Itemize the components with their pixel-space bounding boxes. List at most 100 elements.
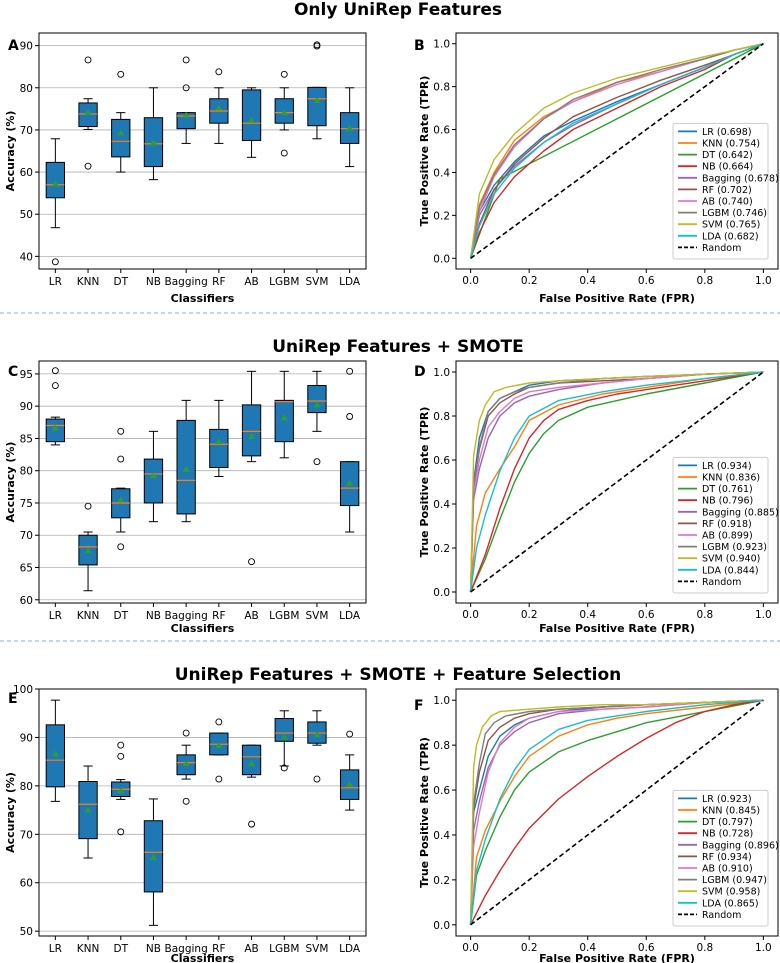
- outlier-lda: [346, 413, 354, 420]
- legend-box: [672, 122, 769, 260]
- panel-f: F 0.0 0.2 0.4 0.6 0.8 1.0 0.0 0.2 0.4 0.6 0.8 1.0 LR …: [414, 688, 779, 963]
- x-axis-label: False Positive Rate (FPR): [539, 292, 695, 305]
- outlier-rf: [215, 718, 223, 726]
- y-axis-label: Accuracy (%): [4, 111, 17, 192]
- x-tick-label-svm: SVM: [305, 943, 328, 955]
- mean-marker-ab: [248, 116, 256, 123]
- plot-frame: [455, 360, 779, 604]
- mean-marker-svm: [313, 96, 321, 103]
- x-tick-label: 1.0: [755, 609, 772, 621]
- y-tick-label: 50: [20, 926, 33, 938]
- x-tick-label: 0.4: [579, 942, 596, 954]
- mean-marker-ab: [248, 760, 256, 767]
- x-tick-label: 0.8: [696, 942, 713, 954]
- y-tick-label: 85: [20, 433, 33, 445]
- legend-label-nb: NB (0.796): [702, 496, 753, 507]
- x-tick-label: 0.2: [521, 942, 538, 954]
- mean-marker-lr: [51, 750, 59, 757]
- mean-marker-lgbm: [280, 109, 288, 116]
- roc-curve-random: [470, 371, 764, 593]
- legend-label-svm: SVM (0.958): [702, 887, 760, 898]
- legend-label-dt: DT (0.797): [702, 817, 753, 828]
- legend-label-knn: KNN (0.836): [702, 473, 760, 484]
- outlier-ab: [248, 558, 256, 566]
- legend-label-knn: KNN (0.845): [702, 806, 760, 817]
- y-tick-label: 40: [20, 251, 33, 263]
- x-tick-label: 0.2: [521, 609, 538, 621]
- x-tick-label: 1.0: [755, 942, 772, 954]
- panel-label-b: B: [414, 38, 425, 54]
- legend-label-rf: RF (0.702): [702, 185, 752, 196]
- mean-marker-dt: [117, 787, 125, 794]
- mean-marker-lr: [51, 180, 59, 187]
- mean-marker-knn: [84, 109, 92, 116]
- y-tick-label: 90: [20, 41, 33, 53]
- x-tick-label-svm: SVM: [305, 610, 328, 622]
- y-tick-label: 50: [20, 209, 33, 221]
- x-tick-label-svm: SVM: [305, 276, 328, 288]
- x-tick-label: 0.6: [638, 942, 655, 954]
- y-tick-label: 0.6: [433, 125, 450, 137]
- x-axis-label: Classifiers: [171, 952, 235, 963]
- y-tick-label: 0.0: [433, 587, 450, 599]
- x-tick-label-knn: KNN: [77, 276, 100, 288]
- outlier-bagging: [182, 797, 190, 805]
- roc-curve-lgbm: [469, 43, 764, 259]
- y-axis-label: True Positive Rate (TPR): [418, 76, 431, 227]
- legend-label-rf: RF (0.934): [702, 852, 752, 863]
- y-tick-label: 70: [20, 530, 33, 542]
- panel-d: D 0.0 0.2 0.4 0.6 0.8 1.0 0.0 0.2 0.4 0.6 0.8 1.0 LR …: [414, 360, 779, 635]
- outlier-knn: [84, 502, 92, 510]
- x-tick-label-nb: NB: [146, 276, 161, 288]
- outlier-dt: [117, 427, 125, 435]
- mean-marker-dt: [117, 129, 125, 136]
- y-tick-label: 80: [20, 83, 33, 95]
- outlier-svm: [313, 775, 321, 783]
- x-tick-label-lgbm: LGBM: [269, 943, 299, 955]
- y-axis-label: Accuracy (%): [4, 442, 17, 523]
- legend-label-nb: NB (0.664): [702, 162, 753, 173]
- legend-label-lda: LDA (0.682): [702, 231, 759, 242]
- outlier-lr: [51, 382, 59, 389]
- legend-label-knn: KNN (0.754): [702, 139, 760, 150]
- roc-curve-ab: [469, 699, 764, 925]
- panel-c: C 60 65 70 75 80 85 90 95 LR KNN DT NB Bagging RF AB LGB…: [4, 360, 367, 635]
- outlier-lgbm: [280, 70, 288, 78]
- legend-label-lr: LR (0.698): [702, 127, 752, 138]
- mean-marker-nb: [149, 472, 157, 479]
- panel-label-e: E: [8, 691, 18, 707]
- legend-label-dt: DT (0.761): [702, 484, 753, 495]
- y-tick-label: 60: [20, 595, 33, 607]
- y-axis-label: True Positive Rate (TPR): [418, 407, 431, 558]
- box-rf: [209, 428, 229, 468]
- x-tick-label: 1.0: [755, 275, 772, 287]
- y-tick-label: 0.0: [433, 920, 450, 932]
- roc-curve-nb: [469, 43, 764, 259]
- roc-curve-svm: [469, 43, 764, 259]
- y-tick-label: 0.4: [433, 830, 450, 842]
- y-tick-label: 75: [20, 498, 33, 510]
- mean-marker-rf: [215, 438, 223, 445]
- y-tick-label: 90: [20, 401, 33, 413]
- y-tick-label: 70: [20, 829, 33, 841]
- mean-marker-nb: [149, 139, 157, 146]
- legend-label-svm: SVM (0.940): [702, 554, 760, 565]
- y-tick-label: 80: [20, 466, 33, 478]
- x-tick-label-nb: NB: [146, 610, 161, 622]
- y-tick-label: 60: [20, 878, 33, 890]
- box-ab: [241, 744, 262, 776]
- outlier-lr: [51, 258, 59, 266]
- roc-curve-svm: [469, 699, 764, 925]
- outlier-dt: [117, 455, 125, 463]
- outlier-knn: [84, 162, 92, 170]
- y-tick-label: 1.0: [433, 695, 450, 707]
- outlier-dt: [117, 741, 125, 749]
- outlier-lgbm: [280, 149, 288, 157]
- x-tick-label-bagging: Bagging: [165, 943, 208, 955]
- mean-marker-lda: [346, 780, 354, 787]
- panel-label-d: D: [414, 364, 426, 380]
- roc-curve-rf: [469, 43, 764, 259]
- x-tick-label-ab: AB: [244, 610, 258, 622]
- outlier-rf: [215, 775, 223, 783]
- legend-label-lda: LDA (0.844): [702, 565, 759, 576]
